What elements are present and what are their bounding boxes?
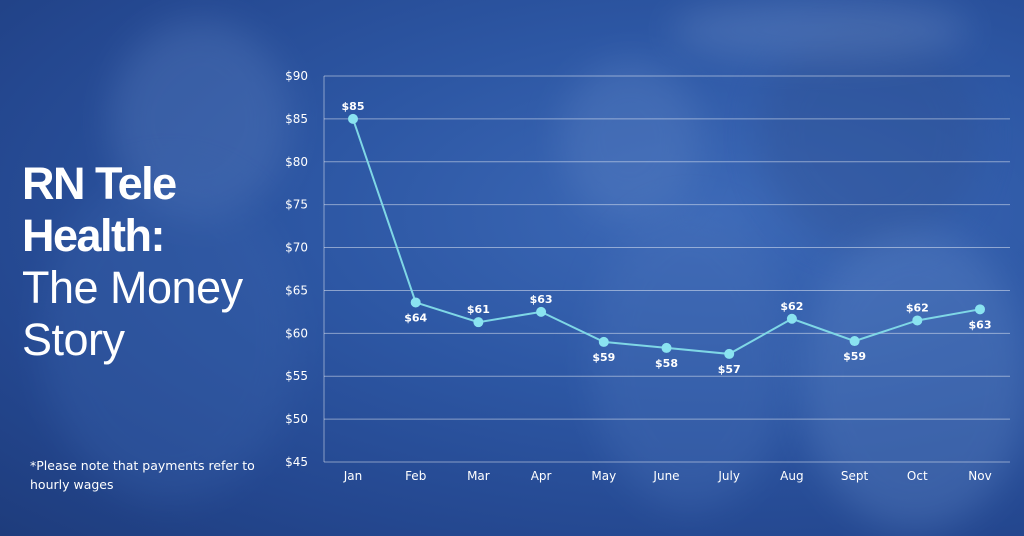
y-tick-label: $45 (285, 455, 308, 469)
title-line-3: The Money (22, 262, 243, 313)
background-shape (800, 230, 1024, 530)
data-label: $64 (404, 311, 427, 324)
background-shape (110, 20, 290, 220)
y-tick-label: $90 (285, 69, 308, 83)
y-tick-label: $50 (285, 412, 308, 426)
title-line-1: RN Tele (22, 158, 177, 209)
background-shape (40, 170, 300, 500)
data-point (912, 315, 923, 326)
title-line-4: Story (22, 314, 125, 365)
x-tick-label: Apr (531, 469, 552, 483)
data-label: $62 (906, 301, 929, 314)
slide-title: RN Tele Health: The Money Story (22, 158, 312, 366)
data-label: $63 (530, 293, 553, 306)
data-label: $59 (843, 350, 866, 363)
y-tick-label: $85 (285, 112, 308, 126)
x-tick-label: Aug (780, 469, 803, 483)
y-tick-label: $70 (285, 241, 308, 255)
x-tick-label: July (717, 469, 740, 483)
x-tick-label: Mar (467, 469, 490, 483)
y-tick-label: $65 (285, 283, 308, 297)
data-point (849, 336, 860, 347)
data-point (473, 317, 484, 328)
data-point (536, 306, 547, 317)
data-point (975, 304, 985, 315)
x-tick-label: Jan (343, 469, 363, 483)
data-point (786, 313, 797, 324)
data-point (348, 113, 358, 124)
x-tick-label: Feb (405, 469, 426, 483)
x-tick-label: Nov (968, 469, 991, 483)
data-label: $62 (780, 300, 803, 313)
x-tick-label: May (591, 469, 616, 483)
footnote: *Please note that payments refer to hour… (30, 458, 255, 492)
y-tick-label: $80 (285, 155, 308, 169)
data-point (661, 342, 672, 353)
y-tick-label: $75 (285, 198, 308, 212)
background-shape (590, 210, 790, 510)
data-label: $58 (655, 357, 678, 370)
title-line-2: Health: (22, 210, 166, 261)
background-shape (560, 60, 700, 220)
x-tick-label: Sept (841, 469, 869, 483)
background-shape (760, 20, 980, 250)
data-label: $63 (969, 318, 992, 331)
y-tick-label: $60 (285, 326, 308, 340)
data-point (598, 336, 609, 347)
data-point (410, 297, 421, 308)
x-tick-label: June (652, 469, 679, 483)
data-label: $57 (718, 363, 741, 376)
data-point (724, 348, 735, 359)
data-label: $59 (592, 351, 615, 364)
x-tick-label: Oct (907, 469, 928, 483)
background-shape (670, 0, 970, 60)
data-label: $61 (467, 303, 490, 316)
series-line (352, 118, 981, 355)
data-label: $85 (342, 100, 365, 113)
y-tick-label: $55 (285, 369, 308, 383)
